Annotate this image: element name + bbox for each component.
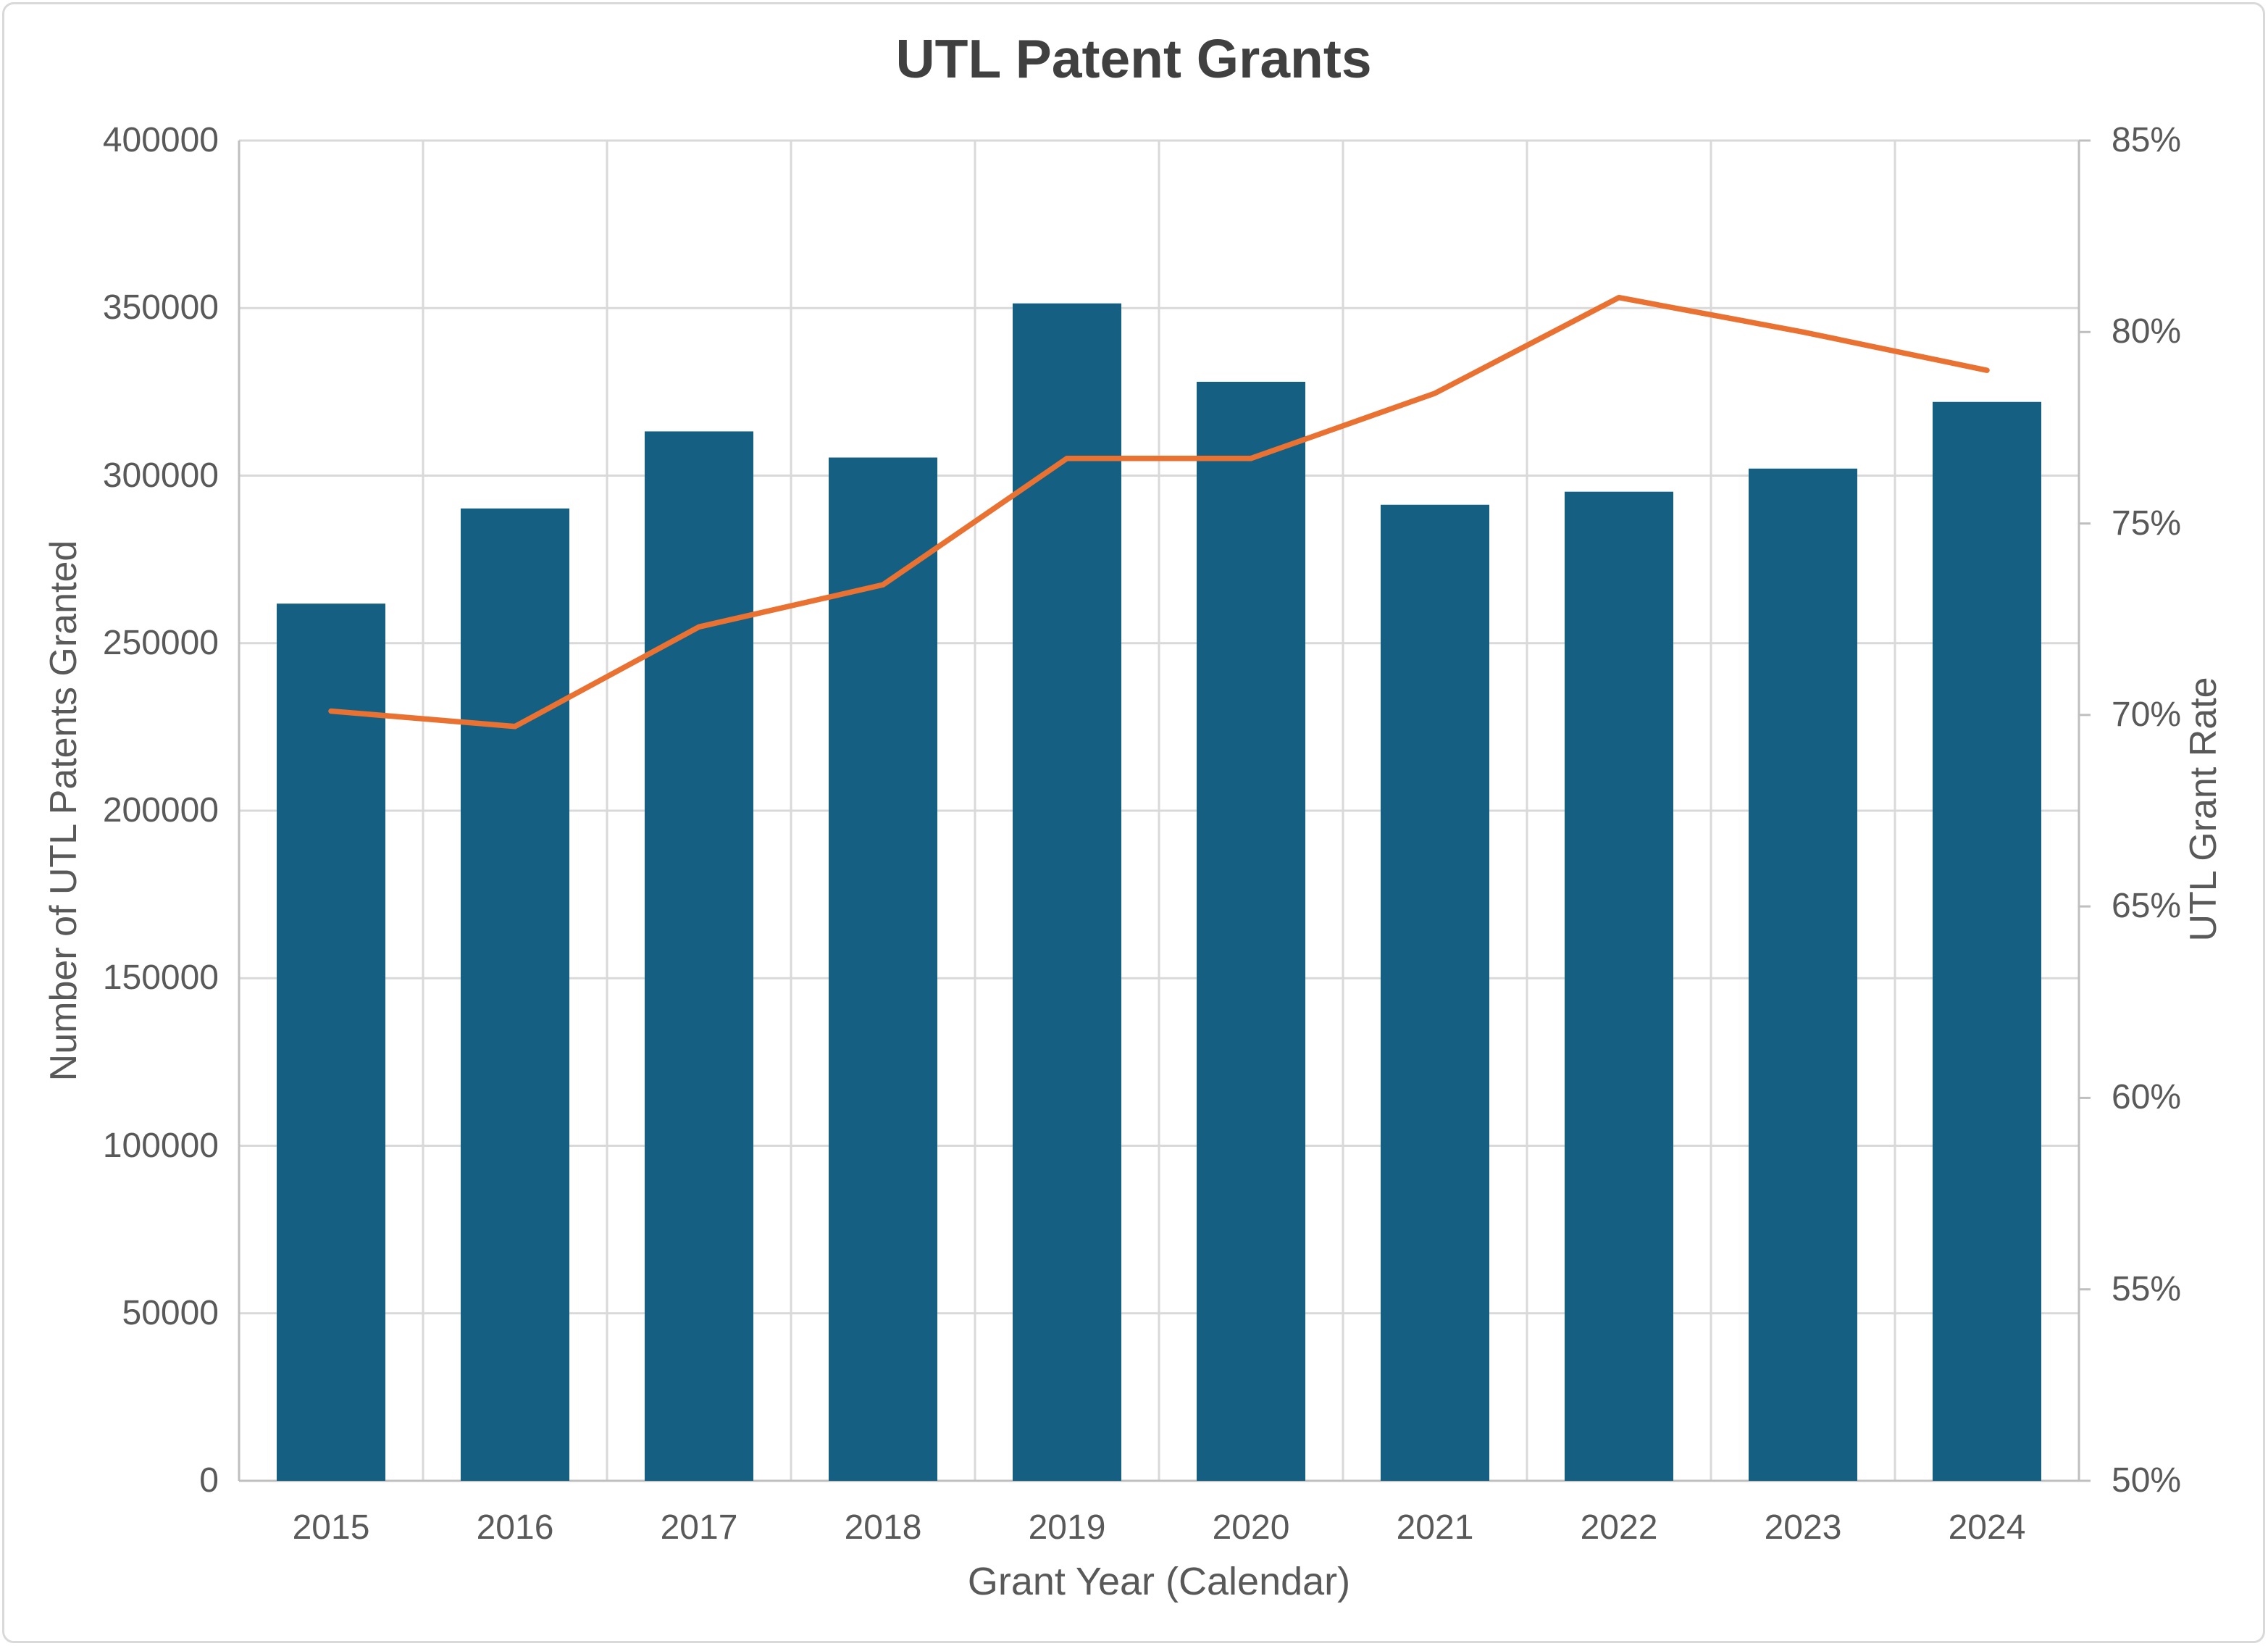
bar-2017[interactable] bbox=[645, 431, 753, 1482]
left-axis-tick: 0 bbox=[199, 1461, 219, 1500]
chart-title: UTL Patent Grants bbox=[895, 28, 1372, 89]
x-axis-label: 2017 bbox=[660, 1508, 738, 1547]
left-axis-tick: 50000 bbox=[122, 1293, 219, 1332]
x-axis-label: 2018 bbox=[844, 1508, 922, 1547]
left-axis-tick: 150000 bbox=[102, 958, 219, 998]
right-axis-tick: 60% bbox=[2112, 1078, 2182, 1117]
bar-2019[interactable] bbox=[1013, 303, 1121, 1481]
right-axis-tick: 80% bbox=[2112, 312, 2182, 351]
left-axis-tick: 400000 bbox=[102, 121, 219, 159]
bar-2021[interactable] bbox=[1381, 504, 1489, 1481]
x-axis-label: 2020 bbox=[1212, 1508, 1290, 1547]
right-axis-tick: 85% bbox=[2112, 121, 2182, 159]
bar-2020[interactable] bbox=[1197, 382, 1305, 1481]
left-axis-tick: 100000 bbox=[102, 1126, 219, 1165]
left-axis-tick: 300000 bbox=[102, 456, 219, 495]
right-axis-tick: 50% bbox=[2112, 1461, 2182, 1500]
x-axis-label: 2023 bbox=[1764, 1508, 1842, 1547]
bar-2023[interactable] bbox=[1749, 468, 1857, 1481]
grant-rate-line[interactable] bbox=[328, 294, 1990, 730]
right-axis-tick: 65% bbox=[2112, 887, 2182, 926]
x-axis-label: 2021 bbox=[1396, 1508, 1474, 1547]
bar-2015[interactable] bbox=[277, 603, 385, 1481]
x-axis-label: 2022 bbox=[1580, 1508, 1658, 1547]
bar-2016[interactable] bbox=[461, 508, 569, 1482]
right-axis-tick: 55% bbox=[2112, 1269, 2182, 1308]
bar-2022[interactable] bbox=[1565, 491, 1673, 1482]
left-axis-tick: 250000 bbox=[102, 623, 219, 662]
bar-2018[interactable] bbox=[829, 457, 937, 1481]
x-axis-label: 2016 bbox=[476, 1508, 554, 1547]
x-axis-title: Grant Year (Calendar) bbox=[967, 1560, 1351, 1603]
x-axis-label: 2015 bbox=[292, 1508, 370, 1547]
bar-2024[interactable] bbox=[1933, 401, 2041, 1481]
x-axis-label: 2019 bbox=[1028, 1508, 1106, 1547]
right-axis-title: UTL Grant Rate bbox=[2183, 677, 2225, 942]
right-axis-tick: 75% bbox=[2112, 504, 2182, 543]
left-axis-tick: 200000 bbox=[102, 791, 219, 830]
right-axis-tick: 70% bbox=[2112, 695, 2182, 734]
left-axis-title: Number of UTL Patents Granted bbox=[43, 540, 85, 1082]
x-axis-label: 2024 bbox=[1948, 1508, 2026, 1547]
left-axis-tick: 350000 bbox=[102, 288, 219, 327]
